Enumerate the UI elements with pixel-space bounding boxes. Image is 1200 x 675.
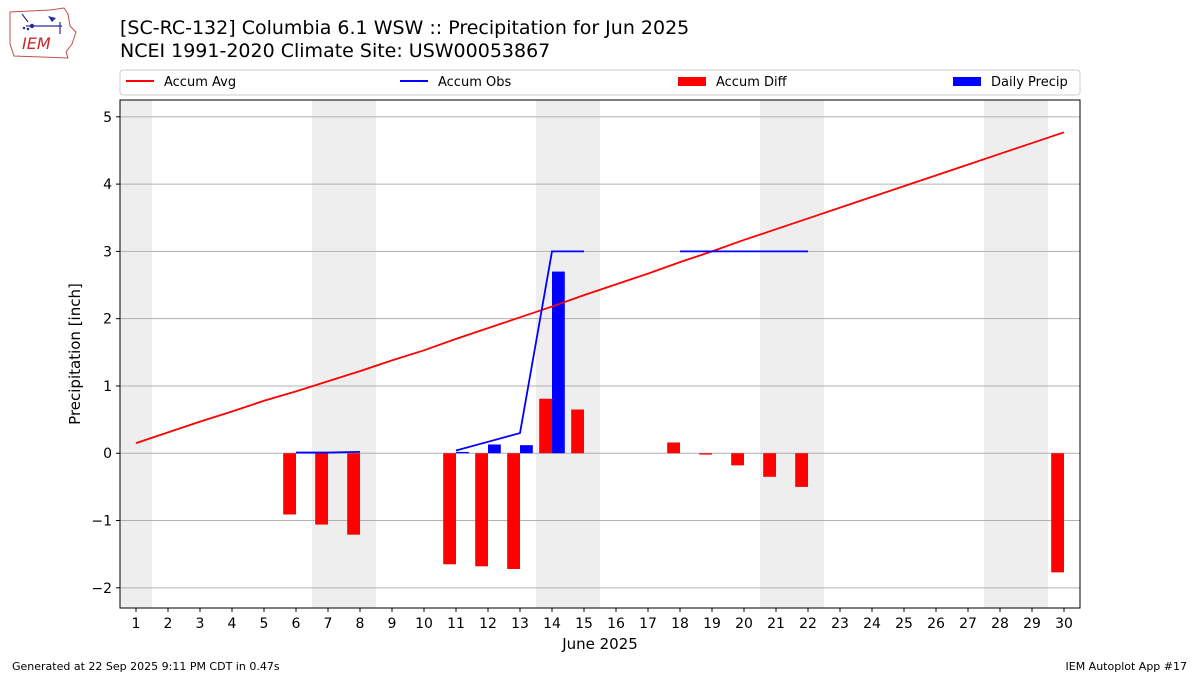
y-axis: −2 −1 0 1 2 3 4 5 [91,110,120,597]
x-tick-label: 17 [639,616,657,632]
weekend-band [536,100,600,608]
x-tick-label: 18 [671,616,689,632]
accum-diff-bar [795,453,808,487]
y-tick-label: 2 [103,312,112,328]
legend-swatch [953,77,981,86]
legend-label: Accum Diff [716,75,788,90]
accum-diff-bar [283,453,296,515]
accum-diff-bar [763,453,776,477]
x-tick-label: 10 [415,616,433,632]
accum-diff-bar [507,453,520,569]
legend-label: Accum Avg [164,75,236,90]
daily-precip-bar [552,271,565,454]
accum-diff-bar [475,453,488,567]
x-tick-label: 28 [991,616,1009,632]
legend: Accum Avg Accum Obs Accum Diff Daily Precip [119,69,1081,96]
x-tick-label: 27 [959,616,977,632]
x-tick-label: 1 [132,616,141,632]
y-tick-label: 3 [103,244,112,260]
accum-diff-bar [667,442,680,454]
y-tick-label: 5 [103,110,112,126]
logo-text: IEM [22,34,51,53]
x-axis-label: June 2025 [561,635,638,653]
x-tick-label: 22 [799,616,817,632]
x-tick-label: 16 [607,616,625,632]
x-tick-label: 11 [447,616,465,632]
legend-accum-diff: Accum Diff [678,75,788,90]
daily-precip-bar [488,444,501,454]
x-tick-label: 9 [388,616,397,632]
legend-accum-avg: Accum Avg [126,75,236,90]
plot-frame [119,99,1081,609]
x-axis: 1 2 3 4 5 6 7 8 9 10 11 12 13 14 15 16 17 18 19 20 21 22 23 24 2… [132,608,1073,632]
chart-subtitle: NCEI 1991-2020 Climate Site: USW00053867 [120,40,551,62]
daily-precip-bar [456,451,469,454]
y-tick-label: −2 [91,581,112,597]
x-tick-label: 13 [511,616,529,632]
y-tick-label: −1 [91,514,112,530]
x-tick-label: 5 [260,616,269,632]
bars [283,271,1064,573]
x-tick-label: 20 [735,616,753,632]
footer-generated-text: Generated at 22 Sep 2025 9:11 PM CDT in … [12,660,280,673]
weekend-band [120,100,152,608]
y-tick-label: 0 [103,446,112,462]
accum-diff-bar [539,398,552,454]
x-tick-label: 2 [164,616,173,632]
chart-title: [SC-RC-132] Columbia 6.1 WSW :: Precipit… [120,17,690,39]
accum-diff-bar [347,453,360,535]
x-tick-label: 3 [196,616,205,632]
weekend-bands [120,100,1048,608]
x-tick-label: 4 [228,616,237,632]
x-tick-label: 25 [895,616,913,632]
legend-label: Accum Obs [438,75,511,90]
accum-diff-bar [443,453,456,565]
accum-avg-line [135,131,1065,445]
x-tick-label: 26 [927,616,945,632]
weekend-band [760,100,824,608]
accum-obs-line [296,450,361,454]
weekend-band [984,100,1048,608]
accum-obs-line [455,250,584,452]
y-tick-label: 1 [103,379,112,395]
legend-accum-obs: Accum Obs [400,75,511,90]
x-tick-label: 29 [1023,616,1041,632]
x-tick-label: 30 [1055,616,1073,632]
legend-daily-precip: Daily Precip [953,75,1068,90]
x-tick-label: 15 [575,616,593,632]
y-tick-label: 4 [103,177,112,193]
daily-precip-bar [520,445,533,454]
weekend-band [312,100,376,608]
accum-diff-bar [699,453,712,455]
x-tick-label: 7 [324,616,333,632]
footer-app-text: IEM Autoplot App #17 [1065,660,1188,673]
x-tick-label: 24 [863,616,881,632]
gridlines [120,116,1080,589]
x-tick-label: 12 [479,616,497,632]
accum-diff-bar [1051,453,1064,573]
y-axis-label: Precipitation [inch] [66,283,84,425]
legend-swatch [678,77,706,86]
lines [135,131,1065,454]
x-tick-label: 14 [543,616,561,632]
x-tick-label: 8 [356,616,365,632]
legend-label: Daily Precip [991,75,1068,90]
legend-box [119,69,1081,96]
accum-diff-bar [731,453,744,466]
x-tick-label: 23 [831,616,849,632]
iowa-outline-icon: IEM [9,7,77,59]
x-tick-label: 6 [292,616,301,632]
x-tick-label: 21 [767,616,785,632]
accum-diff-bar [315,453,328,525]
accum-diff-bar [571,409,584,454]
x-tick-label: 19 [703,616,721,632]
iem-logo: IEM [6,4,82,60]
